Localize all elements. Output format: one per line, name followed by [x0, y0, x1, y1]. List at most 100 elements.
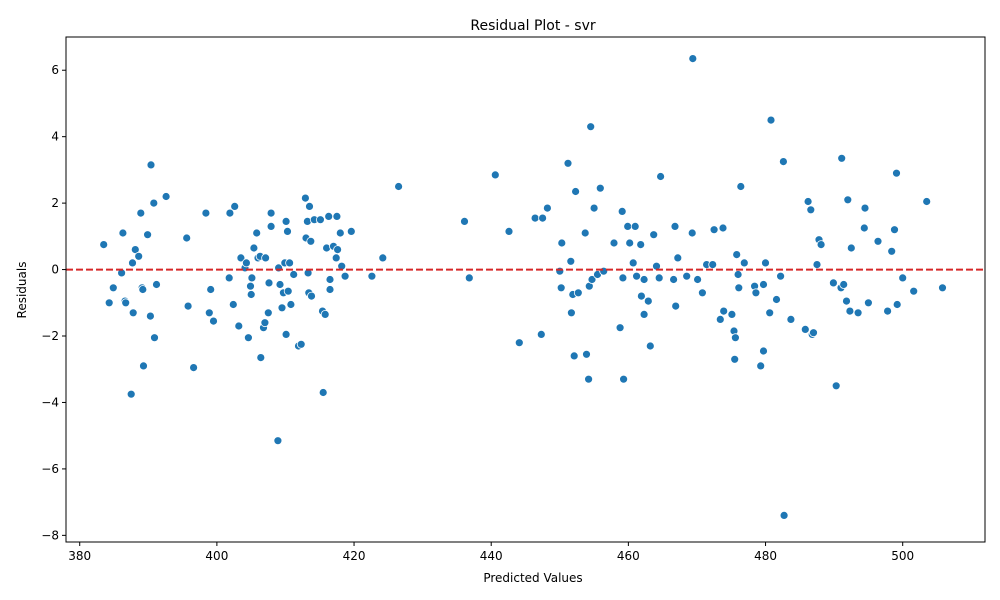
data-point — [307, 291, 316, 301]
data-point — [289, 270, 299, 279]
data-point — [733, 270, 743, 279]
data-point — [589, 203, 599, 213]
data-point — [504, 226, 514, 236]
data-point — [224, 273, 234, 283]
y-tick-label: 4 — [51, 130, 59, 144]
data-point — [656, 172, 665, 181]
data-point — [538, 213, 547, 223]
data-point — [325, 285, 335, 294]
data-point — [673, 253, 683, 263]
x-tick-label: 480 — [754, 549, 777, 563]
data-point — [555, 266, 565, 276]
x-axis: 380 400 420 440 460 480 500 — [68, 542, 914, 563]
data-point — [800, 324, 810, 334]
y-tick-label: −8 — [41, 528, 59, 542]
data-point — [247, 273, 257, 283]
data-point — [306, 236, 316, 246]
data-point — [688, 54, 698, 63]
data-point — [249, 243, 259, 253]
data-point — [846, 243, 856, 253]
data-point — [283, 226, 292, 236]
data-point — [615, 323, 625, 333]
data-point — [136, 208, 146, 218]
data-point — [609, 238, 619, 248]
data-point — [628, 258, 638, 268]
x-tick-label: 400 — [205, 549, 228, 563]
data-point — [756, 361, 766, 371]
data-point — [727, 309, 737, 319]
data-point — [394, 182, 404, 191]
data-point — [557, 238, 567, 248]
data-point — [266, 208, 276, 218]
data-point — [183, 301, 193, 311]
data-point — [766, 115, 776, 125]
data-point — [514, 338, 524, 348]
data-point — [108, 283, 118, 293]
y-axis-label: Residuals — [15, 262, 29, 319]
data-point — [938, 283, 947, 293]
data-point — [460, 216, 469, 226]
y-tick-label: 2 — [51, 196, 59, 210]
data-point — [126, 389, 136, 399]
data-point — [246, 281, 255, 291]
data-point — [619, 374, 628, 384]
data-point — [189, 363, 199, 373]
data-point — [152, 280, 161, 289]
data-point — [759, 346, 768, 356]
data-point — [586, 122, 596, 132]
data-point — [599, 266, 609, 276]
data-point — [260, 318, 270, 328]
data-point — [246, 290, 256, 299]
data-point — [335, 228, 345, 238]
data-point — [543, 203, 552, 213]
data-point — [99, 240, 109, 250]
y-tick-label: −6 — [41, 462, 59, 476]
data-point — [340, 271, 350, 281]
data-point — [266, 221, 276, 231]
data-point — [230, 201, 240, 211]
data-point — [182, 233, 192, 243]
data-point — [772, 295, 781, 304]
data-point — [643, 296, 653, 306]
data-point — [149, 198, 159, 208]
x-tick-label: 420 — [343, 549, 366, 563]
data-point — [281, 329, 291, 339]
data-point — [150, 333, 159, 343]
data-point — [636, 240, 646, 250]
data-point — [853, 308, 863, 318]
data-point — [719, 306, 729, 316]
data-point — [892, 300, 902, 309]
data-point — [779, 157, 788, 167]
data-point — [567, 308, 576, 318]
plot-area — [66, 54, 985, 520]
data-point — [842, 296, 851, 306]
data-point — [243, 333, 253, 343]
data-point — [831, 381, 841, 391]
data-point — [146, 160, 156, 170]
data-point — [536, 329, 546, 339]
data-point — [898, 273, 908, 283]
data-point — [587, 275, 597, 284]
data-point — [630, 221, 640, 231]
data-point — [325, 275, 335, 284]
data-point — [639, 309, 649, 319]
data-point — [318, 388, 328, 397]
data-point — [839, 280, 849, 289]
data-point — [734, 283, 744, 293]
data-point — [922, 197, 932, 206]
data-point — [128, 308, 138, 318]
data-point — [892, 168, 901, 178]
data-point — [138, 285, 148, 294]
data-point — [761, 258, 770, 268]
data-point — [693, 275, 702, 284]
data-point — [709, 225, 719, 235]
data-point — [654, 273, 664, 283]
data-point — [786, 314, 796, 324]
data-point — [315, 215, 325, 225]
data-point — [261, 253, 271, 263]
data-point — [732, 250, 742, 260]
data-point — [320, 309, 330, 319]
data-point — [806, 205, 816, 215]
data-point — [617, 206, 627, 216]
data-point — [582, 349, 591, 359]
